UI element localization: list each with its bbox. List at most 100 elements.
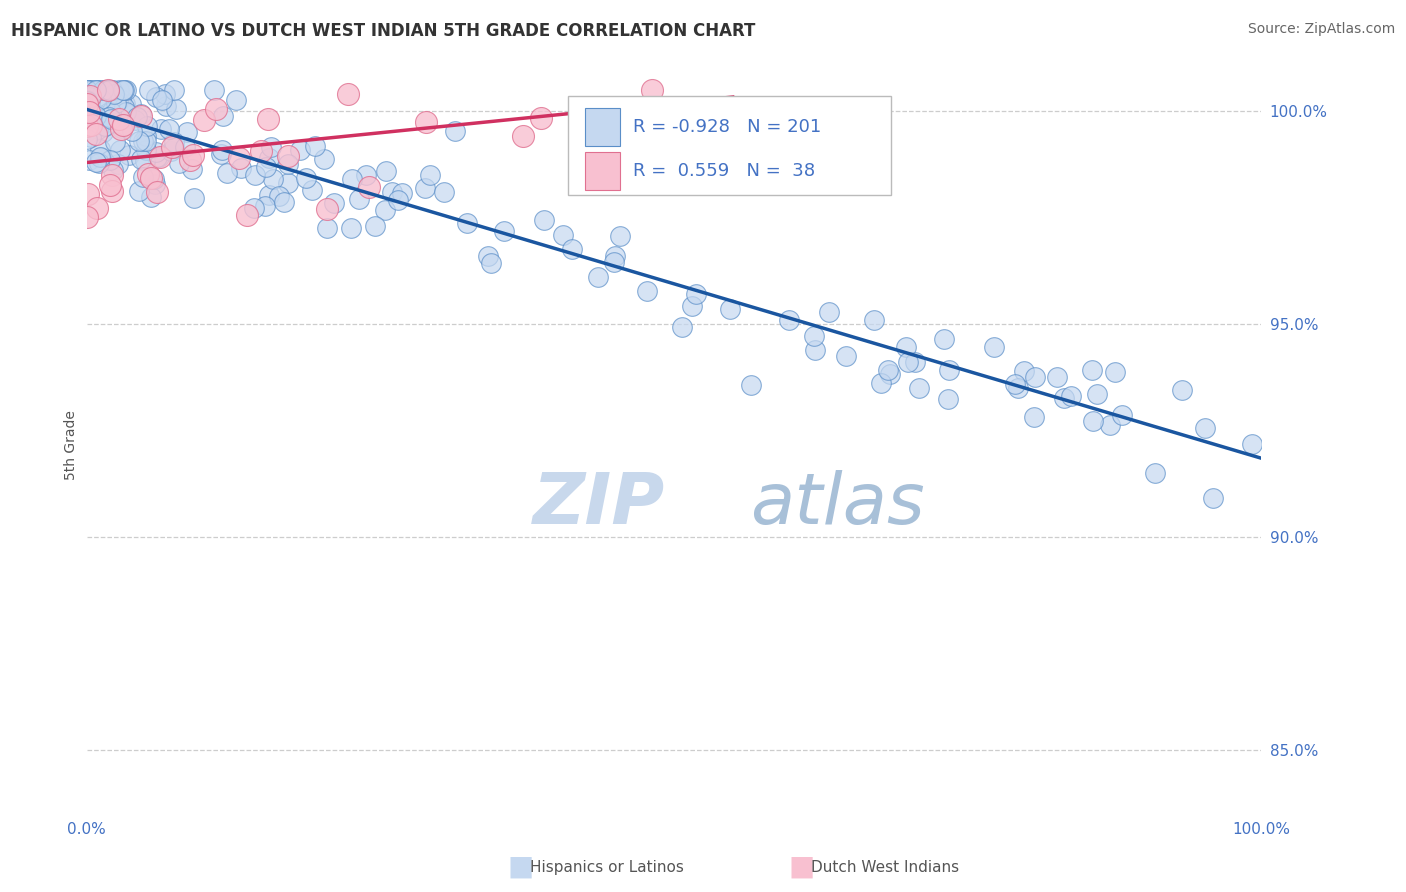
Point [1194,420,1216,434]
Point [86,83,108,97]
Point [79,95,101,109]
Point [169,155,191,169]
Point [290,144,312,158]
Point [1012,364,1035,378]
Point [1081,414,1104,428]
Point [301,183,323,197]
Point [257,187,280,202]
Point [243,201,266,215]
Point [479,256,502,270]
Point [381,185,404,199]
Point [91,83,114,97]
Point [86,201,108,215]
Point [76,83,98,97]
Point [347,192,370,206]
Point [112,118,135,132]
Point [1007,381,1029,395]
Point [132,170,155,185]
Text: ■: ■ [789,853,814,881]
Point [181,148,204,162]
Point [336,87,359,102]
Point [277,149,299,163]
Point [1024,370,1046,384]
Point [1202,491,1225,506]
Point [249,144,271,158]
Point [114,106,136,120]
Point [877,362,900,376]
Point [605,249,627,263]
Text: ■: ■ [508,853,533,881]
Point [904,355,927,369]
Point [145,185,167,199]
Point [179,153,201,167]
Point [94,83,117,97]
Point [101,163,124,178]
Point [79,89,101,103]
Point [419,168,441,182]
Point [720,301,742,316]
Point [603,254,626,268]
Point [100,105,122,120]
Point [89,142,111,156]
Point [76,93,98,107]
Point [1085,387,1108,401]
Point [415,180,437,194]
Point [76,96,98,111]
Point [146,150,169,164]
Point [415,115,437,129]
Point [118,148,141,162]
Point [174,140,197,154]
Point [211,109,233,123]
Point [86,83,108,97]
Point [91,109,114,123]
Point [82,83,104,97]
Point [685,287,707,301]
Point [163,135,186,149]
Point [100,112,122,127]
Point [112,83,135,97]
Point [107,156,129,170]
Point [135,134,157,148]
Text: Hispanics or Latinos: Hispanics or Latinos [530,860,683,874]
Point [76,94,98,108]
Point [803,329,825,343]
Point [115,105,138,120]
Point [1022,410,1045,425]
Point [90,118,112,132]
Point [176,125,198,139]
Point [314,152,336,166]
Point [76,119,98,133]
Point [98,153,121,167]
Point [76,124,98,138]
Point [183,191,205,205]
Point [148,150,170,164]
Point [90,93,112,107]
Point [98,178,121,192]
Point [129,107,152,121]
Point [157,122,180,136]
Point [315,220,337,235]
Point [908,381,931,395]
Point [115,83,138,97]
Point [897,354,920,368]
Point [778,313,800,327]
Point [93,125,115,139]
Point [561,242,583,256]
Point [193,113,215,128]
Point [374,202,396,217]
Point [76,210,98,224]
Point [77,153,100,167]
Point [276,176,298,190]
Point [163,83,186,97]
Point [124,113,146,128]
Point [127,110,149,124]
Point [97,83,120,97]
Point [139,190,162,204]
Point [1144,466,1167,480]
Point [76,186,98,201]
Point [533,213,555,227]
Point [110,143,132,157]
Point [110,120,132,135]
Point [138,83,160,97]
Point [209,146,232,161]
